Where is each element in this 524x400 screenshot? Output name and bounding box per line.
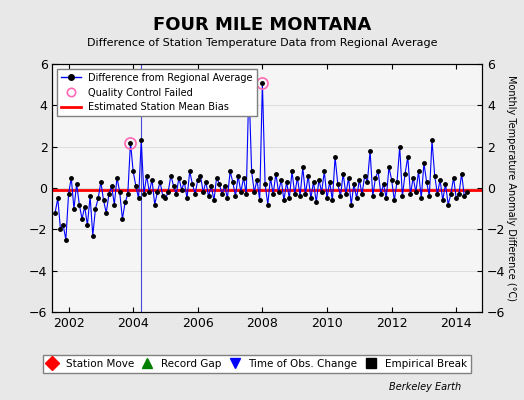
Legend: Difference from Regional Average, Quality Control Failed, Estimated Station Mean: Difference from Regional Average, Qualit… xyxy=(57,69,257,116)
Legend: Station Move, Record Gap, Time of Obs. Change, Empirical Break: Station Move, Record Gap, Time of Obs. C… xyxy=(43,355,471,373)
Y-axis label: Monthly Temperature Anomaly Difference (°C): Monthly Temperature Anomaly Difference (… xyxy=(506,75,517,301)
Text: Difference of Station Temperature Data from Regional Average: Difference of Station Temperature Data f… xyxy=(87,38,437,48)
Text: FOUR MILE MONTANA: FOUR MILE MONTANA xyxy=(153,16,371,34)
Text: Berkeley Earth: Berkeley Earth xyxy=(389,382,461,392)
